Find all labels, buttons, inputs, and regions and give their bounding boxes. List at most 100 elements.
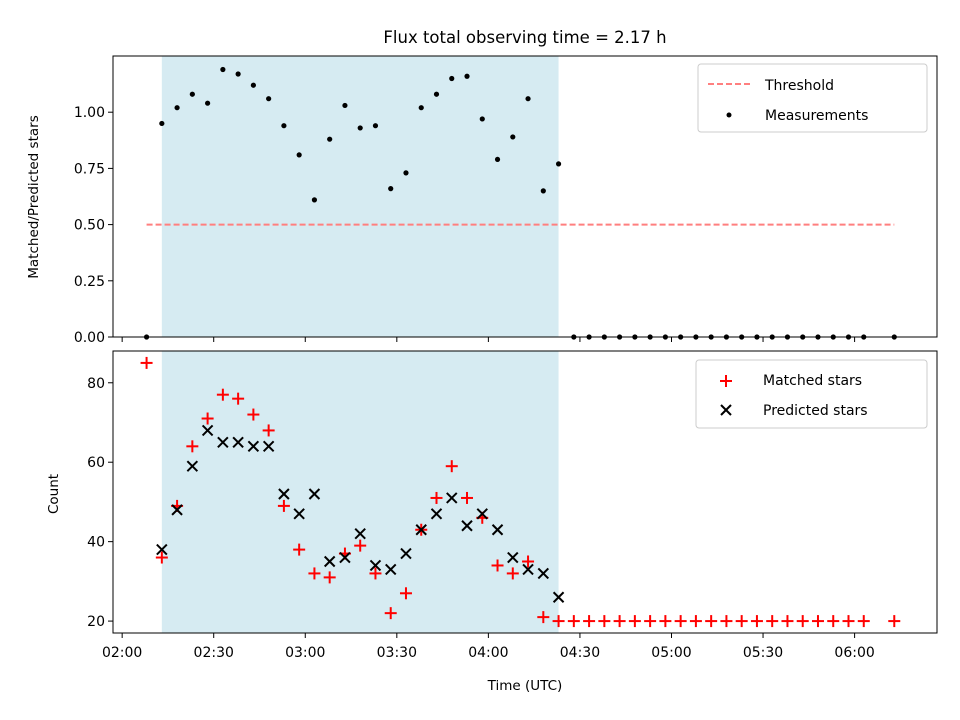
matched-point — [491, 559, 504, 572]
legend-matched-label: Matched stars — [763, 373, 862, 389]
predicted-point — [293, 508, 305, 520]
matched-stars-series — [140, 356, 901, 628]
measurement-point — [433, 91, 440, 97]
bottom-y-tick-label: 80 — [87, 376, 105, 392]
bottom-axes-frame — [112, 350, 938, 634]
predicted-point — [461, 520, 473, 532]
matched-point — [552, 615, 565, 628]
predicted-point — [476, 508, 488, 520]
predicted-point — [339, 551, 351, 564]
predicted-point — [278, 488, 290, 500]
measurement-point — [174, 105, 180, 111]
predicted-point — [323, 555, 336, 568]
predicted-point — [446, 492, 458, 504]
measurement-point — [479, 116, 485, 122]
predicted-point — [232, 436, 244, 449]
matched-point — [689, 615, 702, 628]
predicted-point — [171, 504, 183, 516]
predicted-point — [369, 559, 382, 572]
bottom-y-ticks: 20 40 60 80 — [87, 376, 113, 630]
measurement-point — [250, 82, 256, 88]
matched-point — [461, 491, 474, 504]
matched-point — [583, 615, 596, 628]
matched-point — [781, 615, 794, 628]
matched-point — [308, 567, 321, 580]
x-axis-label: Time (UTC) — [487, 678, 563, 694]
legend-matched-swatch — [720, 375, 732, 387]
matched-point — [186, 440, 199, 453]
measurement-point — [357, 125, 363, 131]
matched-point — [262, 424, 275, 437]
matched-point — [293, 543, 306, 556]
measurement-point — [388, 186, 394, 192]
measurement-point — [540, 188, 546, 194]
legend-predicted-label: Predicted stars — [763, 403, 868, 419]
top-y-tick-label: 0.00 — [74, 330, 105, 346]
matched-point — [399, 587, 412, 600]
predicted-point — [308, 488, 321, 500]
measurement-point — [555, 161, 562, 167]
bottom-y-axis-label: Count — [46, 474, 62, 514]
x-tick-label: 04:00 — [468, 645, 508, 661]
x-tick-label: 05:30 — [743, 645, 783, 661]
measurement-point — [296, 152, 302, 158]
predicted-point — [430, 508, 443, 520]
top-y-tick-label: 0.25 — [74, 274, 105, 290]
predicted-point — [415, 524, 427, 536]
matched-point — [888, 615, 901, 628]
top-y-axis-label: Matched/Predicted stars — [26, 115, 42, 278]
x-tick-label: 06:00 — [834, 645, 874, 661]
matched-point — [522, 555, 535, 568]
measurement-point — [235, 71, 241, 77]
matched-point — [811, 615, 824, 628]
top-y-ticks: 0.00 0.25 0.50 0.75 1.00 — [74, 105, 113, 346]
predicted-point — [537, 567, 550, 580]
top-legend-box — [697, 63, 928, 133]
predicted-point — [262, 440, 275, 453]
measurement-point — [464, 73, 470, 79]
matched-point — [705, 615, 718, 628]
top-legend: Threshold Measurements — [697, 63, 928, 133]
matched-point — [201, 412, 214, 425]
predicted-point — [385, 563, 397, 576]
x-tick-label: 02:00 — [102, 645, 142, 661]
matched-point — [659, 615, 672, 628]
measurement-point — [311, 197, 318, 203]
x-tick-label: 03:30 — [377, 645, 417, 661]
matched-point — [628, 615, 641, 628]
x-tick-label: 03:00 — [285, 645, 325, 661]
matched-point — [445, 460, 458, 473]
matched-point — [506, 567, 519, 580]
predicted-point — [156, 543, 168, 556]
predicted-stars-series — [156, 424, 565, 603]
measurement-point — [189, 91, 195, 97]
predicted-point — [522, 563, 534, 576]
legend-predicted-swatch — [720, 404, 732, 416]
x-tick-label: 02:30 — [194, 645, 234, 661]
measurement-point — [449, 75, 455, 82]
top-panel: 0.00 0.25 0.50 0.75 1.00 Flux total observin… — [26, 28, 938, 346]
chart-title: Flux total observing time = 2.17 h — [383, 28, 666, 47]
matched-point — [567, 615, 580, 628]
predicted-point — [491, 524, 504, 536]
bottom-y-tick-label: 20 — [87, 614, 105, 630]
measurement-point — [327, 136, 333, 142]
measurement-point — [266, 96, 272, 102]
matched-point — [766, 615, 779, 628]
legend-measurements-swatch — [726, 112, 732, 118]
measurement-point — [418, 105, 424, 111]
matched-point — [216, 388, 229, 401]
matched-point — [354, 539, 367, 552]
matched-point — [537, 611, 550, 624]
predicted-point — [552, 591, 565, 603]
measurement-point — [403, 170, 409, 176]
measurement-point — [281, 123, 287, 129]
bottom-legend-box — [695, 359, 928, 429]
top-axes-frame — [112, 55, 938, 338]
matched-point — [750, 615, 763, 628]
measurement-point — [159, 120, 165, 127]
matched-point — [735, 615, 748, 628]
x-tick-label: 05:00 — [651, 645, 691, 661]
